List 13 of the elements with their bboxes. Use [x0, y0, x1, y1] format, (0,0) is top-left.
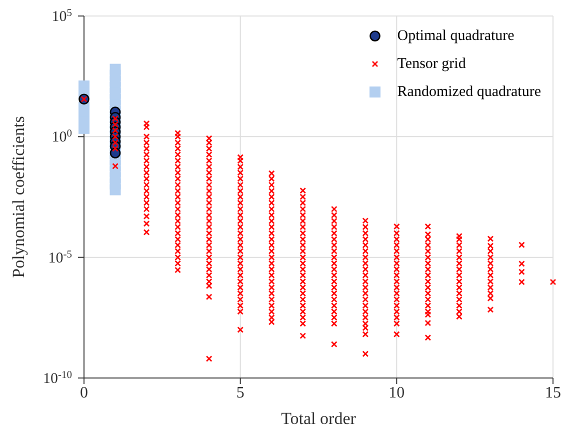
legend-label: Randomized quadrature — [397, 84, 541, 100]
y-axis-title: Polynomial coefficients — [9, 116, 28, 278]
legend-label: Optimal quadrature — [397, 28, 514, 44]
x-axis-title: Total order — [281, 409, 356, 428]
y-tick-label: 10$^{-10}$ — [43, 370, 72, 387]
x-tick-label: 10 — [388, 384, 405, 402]
x-tick-label: 5 — [236, 384, 244, 402]
legend-label: Tensor grid — [397, 56, 466, 72]
x-tick-label: 0 — [80, 384, 88, 402]
y-tick-label: 10$^{5}$ — [52, 8, 72, 25]
y-tick-label: 10$^{0}$ — [52, 128, 72, 146]
y-tick-label: 10$^{-5}$ — [48, 248, 72, 266]
x-tick-label: 15 — [545, 384, 561, 402]
